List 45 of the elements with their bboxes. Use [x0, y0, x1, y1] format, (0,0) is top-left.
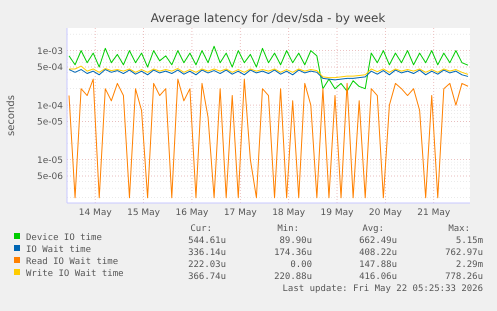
text: 662.49u [359, 236, 397, 246]
text: Cur: [190, 224, 212, 234]
text: 174.36u [274, 248, 312, 258]
line-series [68, 69, 468, 80]
text: Max: [448, 224, 470, 234]
text: 222.03u [188, 260, 226, 270]
legend-label: Device IO time [26, 233, 102, 243]
y-axis-title: seconds [6, 95, 17, 136]
text: Last update: Fri May 22 05:25:33 2026 [282, 284, 483, 294]
y-tick-label: 5e-06 [37, 172, 64, 182]
text: 366.74u [188, 272, 226, 282]
text: 778.26u [445, 272, 483, 282]
x-tick-label: 16 May [175, 208, 210, 218]
text: 0.00 [290, 260, 312, 270]
text: 220.88u [274, 272, 312, 282]
text: Avg: [362, 224, 384, 234]
line-series [68, 66, 468, 78]
y-tick-label: 1e-03 [37, 46, 63, 57]
text: 762.97u [445, 248, 483, 258]
x-tick-label: 18 May [272, 208, 306, 218]
text: 2.29m [456, 260, 483, 270]
text: 408.22u [359, 248, 397, 258]
text: 336.14u [188, 248, 226, 258]
x-tick-label: 17 May [224, 208, 258, 218]
x-tick-label: 14 May [78, 208, 112, 218]
y-tick-label: 1e-04 [37, 101, 64, 112]
legend-label: Write IO Wait time [26, 269, 124, 279]
text: 416.06u [359, 272, 397, 282]
x-tick-label: 19 May [320, 208, 354, 218]
line-series [68, 78, 468, 198]
y-tick-label: 5e-04 [37, 63, 64, 74]
chart-title: Average latency for /dev/sda - by week [150, 11, 386, 25]
legend-label: IO Wait time [26, 245, 92, 255]
line-series [68, 46, 468, 92]
text: Min: [277, 224, 299, 234]
text: 544.61u [188, 236, 226, 246]
x-tick-label: 20 May [368, 208, 402, 218]
x-tick-label: 21 May [417, 208, 451, 218]
y-tick-label: 1e-05 [37, 156, 63, 166]
x-tick-label: 15 May [127, 208, 161, 218]
text: 5.15m [456, 236, 483, 246]
text: 89.90u [279, 236, 312, 246]
text: 147.88u [359, 260, 397, 270]
y-tick-label: 5e-05 [37, 118, 63, 128]
legend-label: Read IO Wait time [26, 257, 118, 267]
